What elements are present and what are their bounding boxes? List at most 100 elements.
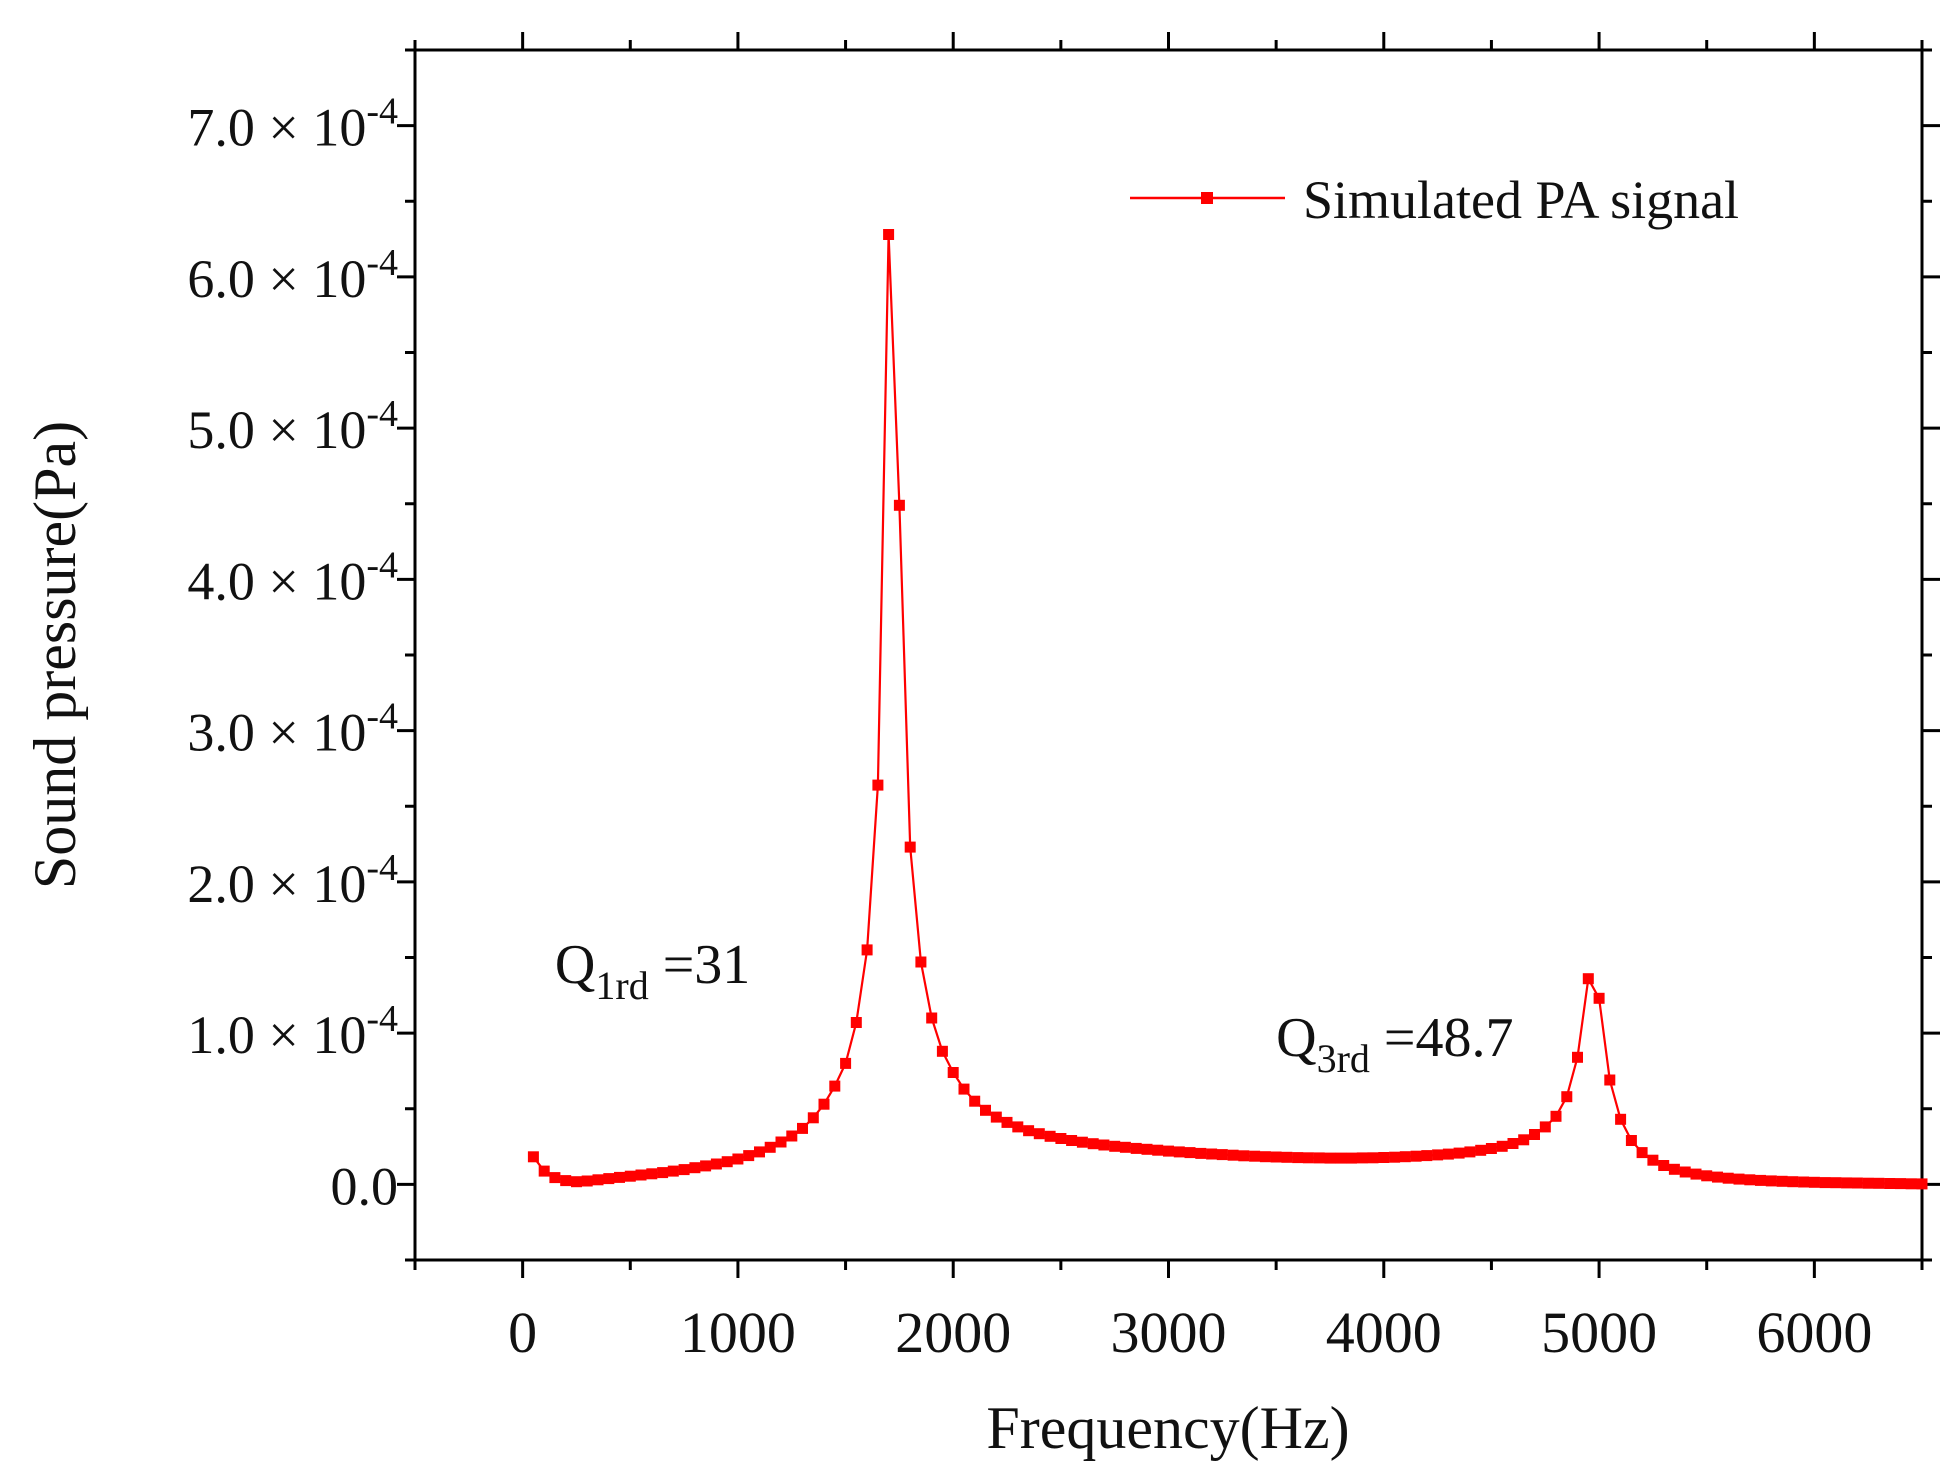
data-point: [657, 1167, 669, 1179]
data-point: [1410, 1150, 1422, 1162]
y-tick-label: 4.0 × 10-4: [187, 544, 398, 611]
data-point: [1442, 1148, 1454, 1160]
data-point: [1432, 1149, 1444, 1161]
data-point: [571, 1176, 582, 1188]
x-tick-label: 5000: [1541, 1300, 1657, 1365]
x-tick-label: 1000: [680, 1300, 796, 1365]
data-point: [872, 779, 884, 791]
data-point: [1916, 1178, 1928, 1190]
data-point: [893, 499, 905, 511]
data-point: [1378, 1152, 1390, 1163]
data-point: [1216, 1149, 1228, 1161]
x-tick-label: 2000: [895, 1300, 1011, 1365]
data-point: [527, 1151, 539, 1163]
y-tick-label: 3.0 × 10-4: [187, 696, 398, 763]
data-point: [1324, 1152, 1336, 1164]
data-point: [592, 1174, 604, 1186]
data-point: [635, 1169, 647, 1181]
data-point: [786, 1130, 798, 1142]
x-axis-label: Frequency(Hz): [986, 1395, 1349, 1461]
data-point: [1302, 1152, 1314, 1164]
data-point: [1636, 1147, 1648, 1159]
data-point: [743, 1150, 755, 1162]
y-tick-labels: 0.0 1.0 × 10-4 2.0 × 10-4 3.0 × 10-4 4.0 × 1…: [187, 91, 398, 1217]
data-point: [1895, 1178, 1906, 1190]
data-point: [840, 1057, 852, 1069]
data-point: [1507, 1138, 1519, 1149]
data-point: [1076, 1136, 1088, 1148]
x-tick-label: 0: [508, 1300, 537, 1365]
data-point: [1033, 1128, 1045, 1140]
series-line: [532, 234, 1923, 1185]
data-point: [1281, 1151, 1293, 1163]
data-point: [1367, 1152, 1379, 1164]
data-point: [1873, 1177, 1885, 1189]
data-point: [775, 1136, 787, 1148]
data-point: [1152, 1144, 1164, 1156]
data-point: [721, 1156, 733, 1168]
data-point: [1249, 1150, 1261, 1162]
data-point: [603, 1173, 615, 1185]
data-point: [1529, 1129, 1540, 1140]
data-point: [1690, 1168, 1702, 1180]
data-point: [1539, 1121, 1551, 1133]
x-tick-labels: 0 1000 2000 3000 4000 5000 6000: [508, 1300, 1872, 1365]
data-point: [1453, 1147, 1465, 1159]
data-point: [1098, 1139, 1110, 1151]
data-point: [1163, 1145, 1174, 1157]
data-point: [1604, 1074, 1616, 1086]
data-point: [1550, 1110, 1562, 1122]
data-point: [1184, 1147, 1196, 1159]
data-point: [1464, 1146, 1476, 1158]
data-point: [1130, 1142, 1142, 1154]
data-point: [1733, 1173, 1745, 1185]
data-point: [549, 1172, 561, 1184]
data-point: [1485, 1143, 1497, 1154]
data-point: [1679, 1166, 1691, 1178]
plot-frame: [413, 48, 1924, 1262]
legend: Simulated PA signal: [1130, 170, 1739, 230]
data-point: [1399, 1151, 1411, 1163]
x-tick-label: 3000: [1111, 1300, 1227, 1365]
data-point: [581, 1175, 593, 1187]
data-point: [732, 1153, 744, 1165]
annotation-q-factor: Q1rd =31: [555, 934, 750, 1008]
data-point: [797, 1122, 808, 1134]
y-axis-label: Sound pressure(Pa): [22, 421, 88, 889]
data-point: [969, 1095, 981, 1107]
data-point: [1012, 1121, 1024, 1133]
data-point: [624, 1170, 636, 1182]
data-point: [1496, 1140, 1508, 1152]
data-point: [646, 1168, 658, 1180]
data-point: [1808, 1176, 1820, 1188]
annotation-q-factor: Q3rd =48.7: [1276, 1007, 1513, 1081]
data-point: [710, 1158, 722, 1170]
data-point: [1884, 1178, 1896, 1189]
data-point: [1313, 1152, 1325, 1164]
data-point: [1561, 1091, 1573, 1103]
legend-marker: [1201, 192, 1213, 204]
data-point: [1615, 1113, 1627, 1125]
y-tick-label: 6.0 × 10-4: [187, 242, 398, 309]
data-point: [1798, 1176, 1810, 1188]
data-point: [1647, 1154, 1659, 1166]
data-point: [700, 1160, 712, 1172]
data-point: [1722, 1172, 1734, 1184]
data-point: [926, 1012, 938, 1024]
data-point: [1346, 1152, 1357, 1164]
data-point: [1173, 1146, 1185, 1158]
y-tick-label: 5.0 × 10-4: [187, 393, 398, 460]
data-point: [1421, 1150, 1433, 1162]
data-point: [1044, 1130, 1056, 1142]
data-point: [1356, 1152, 1368, 1164]
data-point: [1744, 1174, 1756, 1186]
y-tick-label: 7.0 × 10-4: [187, 91, 398, 158]
data-point: [915, 956, 927, 968]
data-point: [1658, 1160, 1670, 1171]
series-layer: [527, 229, 1928, 1190]
data-point: [883, 229, 895, 240]
data-point: [754, 1146, 765, 1158]
data-point: [667, 1165, 679, 1177]
data-point: [689, 1162, 701, 1174]
data-point: [1593, 992, 1605, 1004]
